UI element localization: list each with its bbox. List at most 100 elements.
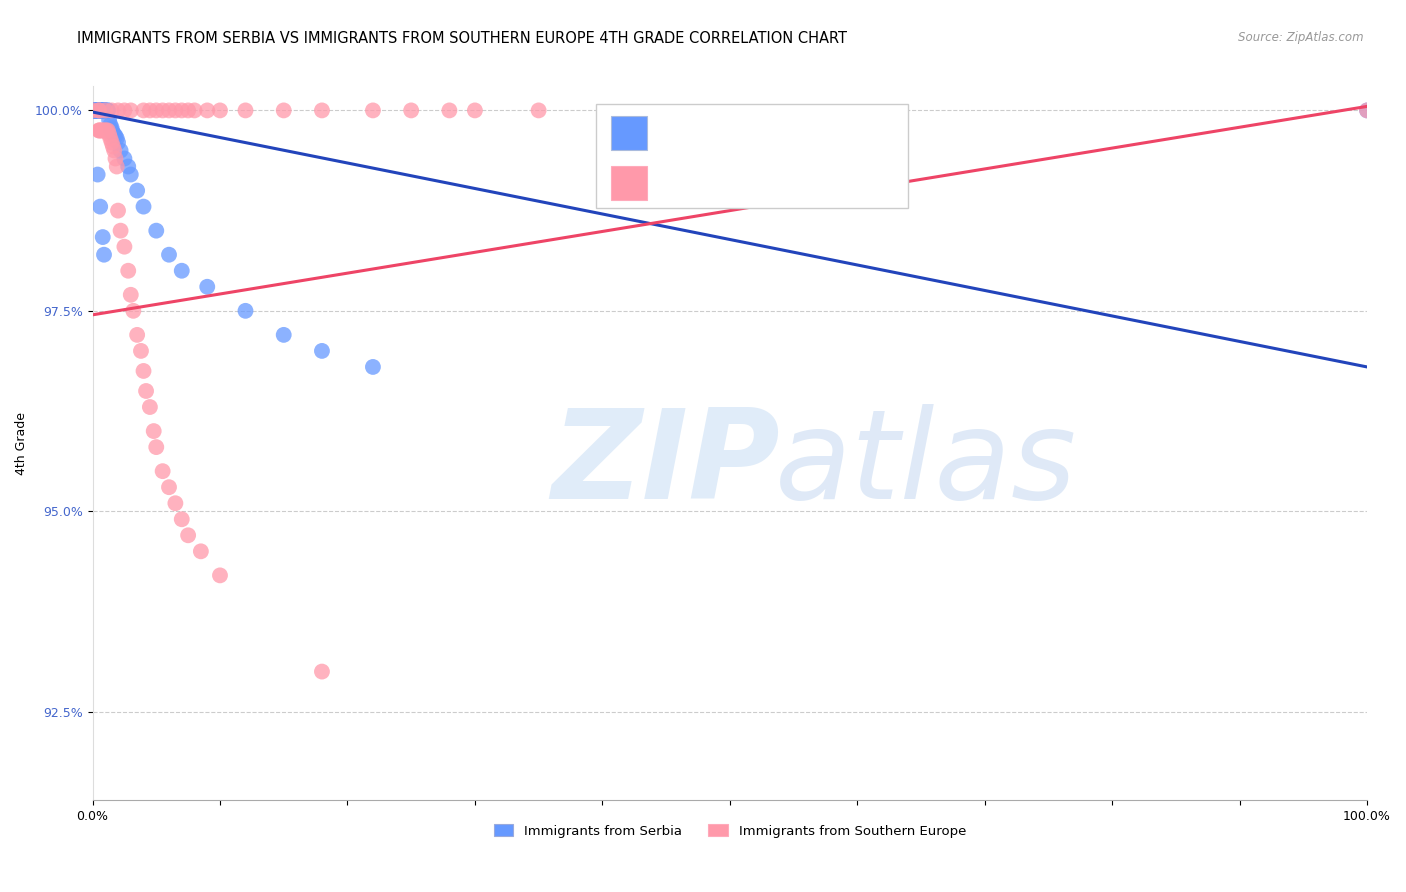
Point [273,327,295,342]
Point [120,287,142,301]
Point [97,123,120,137]
Point [86,103,108,118]
Point [112,240,135,254]
Point [527,103,550,118]
Point [87,123,110,137]
Point [86,103,108,118]
Point [139,103,162,118]
Point [94,123,117,137]
Point [86,103,108,118]
Point [177,103,200,118]
Point [87,103,110,118]
Point [91,230,114,244]
Point [208,568,231,582]
Point [132,364,155,378]
Point [86,103,108,118]
Point [84,103,107,118]
Point [399,103,422,118]
Point [152,103,174,118]
Point [235,303,257,318]
Point [120,168,142,182]
Point [139,400,162,414]
Point [94,103,117,118]
Point [100,136,122,150]
Point [170,512,193,526]
Point [190,544,212,558]
Text: R = 0.369   N = 79: R = 0.369 N = 79 [659,124,831,142]
Point [87,103,110,118]
Point [122,303,145,318]
Point [83,103,105,118]
Point [83,103,105,118]
Point [96,123,118,137]
Point [103,128,125,142]
Point [83,103,105,118]
Point [93,103,115,118]
Point [129,343,152,358]
Point [107,136,129,150]
Point [93,248,115,262]
Point [86,103,108,118]
Point [132,200,155,214]
Point [117,264,139,278]
Point [84,103,107,118]
Point [84,103,107,118]
Point [117,160,139,174]
Point [170,103,193,118]
Point [145,103,167,118]
Point [91,103,114,118]
Point [90,103,112,118]
Point [100,123,122,137]
Point [127,327,149,342]
Point [157,480,180,494]
Point [87,103,110,118]
Point [104,129,127,144]
Text: atlas: atlas [775,404,1077,525]
Point [91,103,114,118]
Point [195,103,218,118]
Point [90,123,112,137]
FancyBboxPatch shape [612,166,647,200]
Point [91,103,114,118]
Point [464,103,486,118]
Point [89,123,111,137]
Point [1355,103,1378,118]
Point [86,103,108,118]
Point [87,103,110,118]
Point [94,103,117,118]
Point [86,103,108,118]
Point [165,496,187,510]
Point [86,103,108,118]
Point [94,103,117,118]
Point [105,131,128,145]
Text: IMMIGRANTS FROM SERBIA VS IMMIGRANTS FROM SOUTHERN EUROPE 4TH GRADE CORRELATION : IMMIGRANTS FROM SERBIA VS IMMIGRANTS FRO… [77,31,848,46]
Text: Source: ZipAtlas.com: Source: ZipAtlas.com [1239,31,1364,45]
Point [235,103,257,118]
Point [103,144,125,158]
Point [94,103,117,118]
Point [89,103,111,118]
Point [107,203,129,218]
Point [93,103,115,118]
Point [311,103,333,118]
Point [91,123,114,137]
Text: ZIP: ZIP [551,404,780,525]
Point [94,103,117,118]
Point [84,103,107,118]
Point [83,103,105,118]
Point [157,103,180,118]
Y-axis label: 4th Grade: 4th Grade [15,411,28,475]
Point [86,103,108,118]
Point [127,184,149,198]
Point [132,103,155,118]
Point [90,103,112,118]
Point [120,103,142,118]
Point [100,103,122,118]
Point [100,131,122,145]
Point [165,103,187,118]
Point [89,103,111,118]
Point [84,103,107,118]
Point [83,103,105,118]
Point [1355,103,1378,118]
Point [93,103,115,118]
